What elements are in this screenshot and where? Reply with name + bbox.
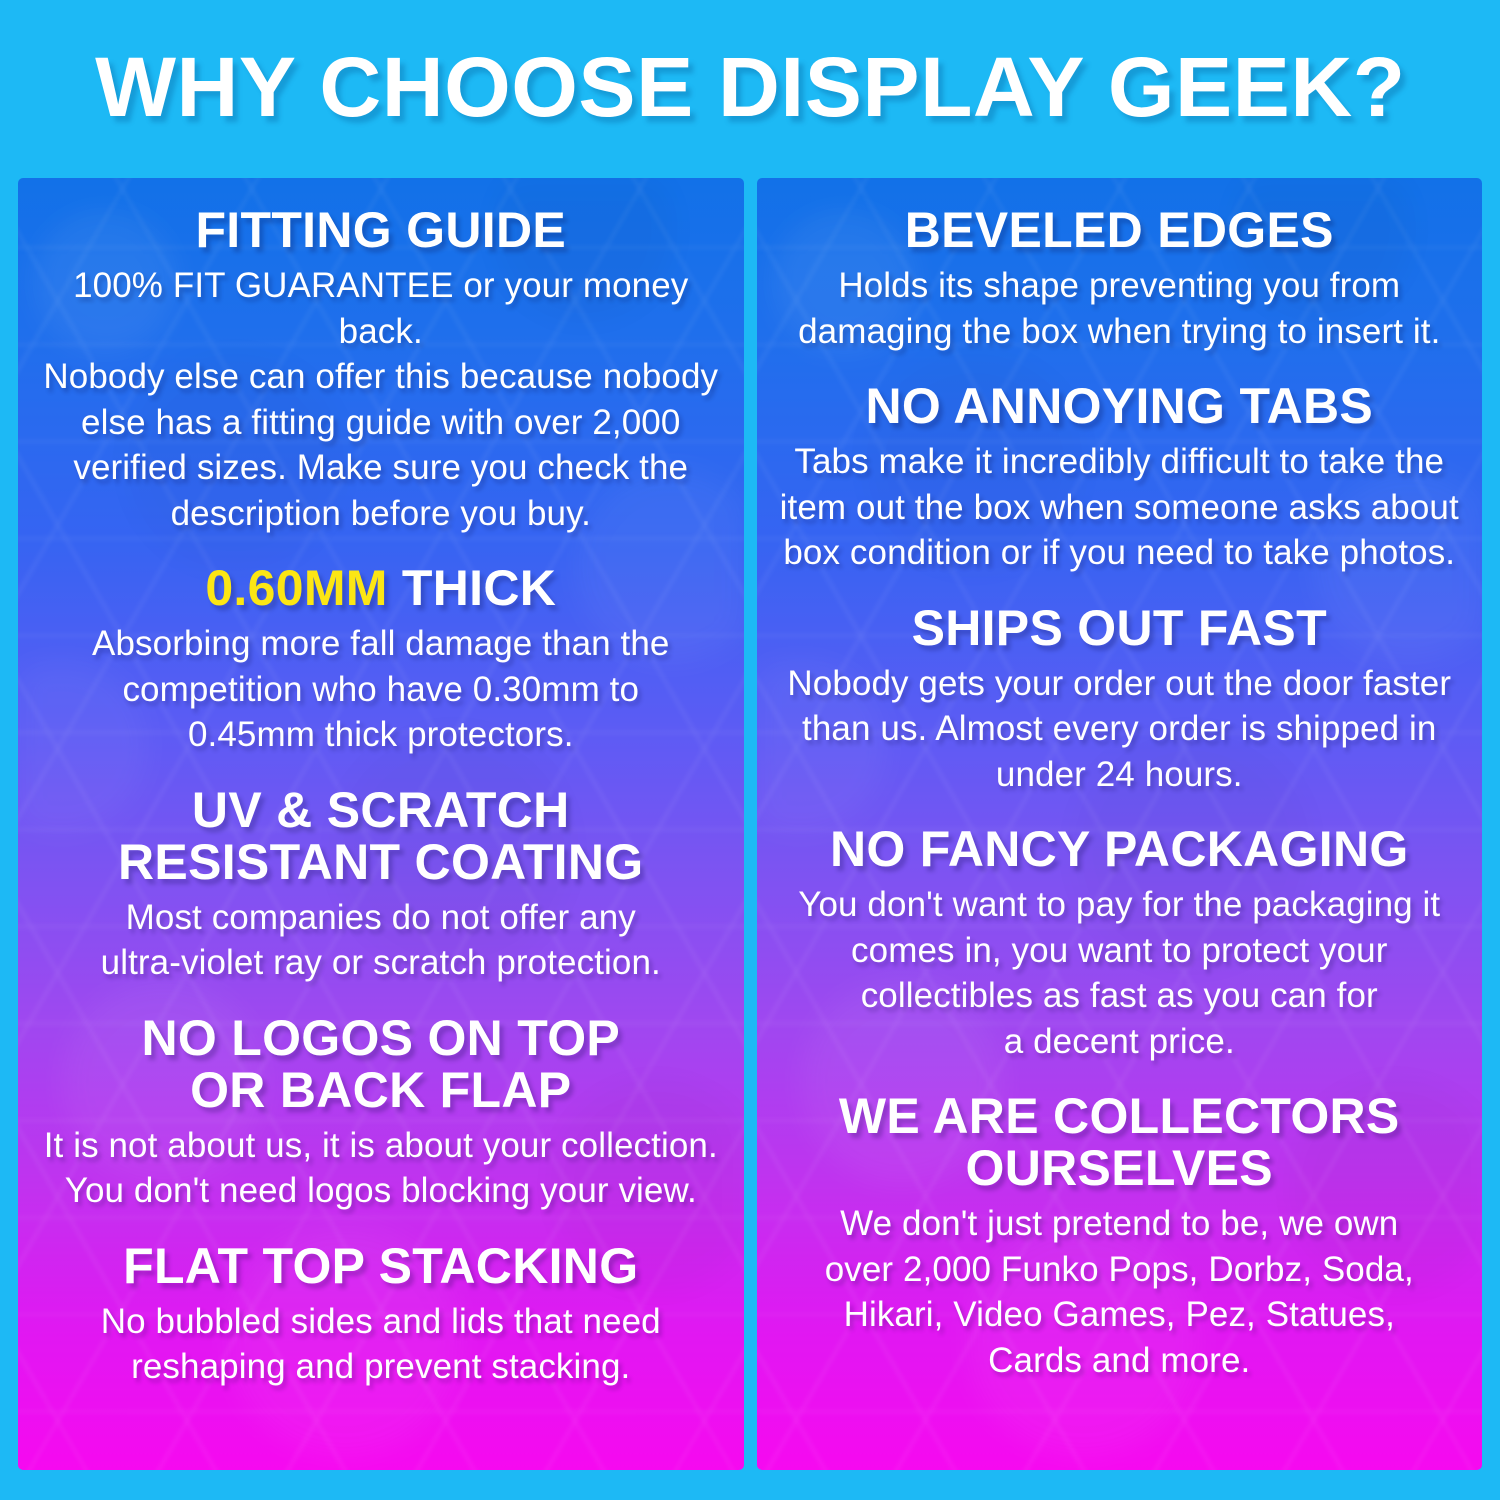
feature-body: It is not about us, it is about your col… xyxy=(43,1125,718,1211)
feature-body: Absorbing more fall damage than the comp… xyxy=(92,624,670,754)
feature-flat-top-stacking: FLAT TOP STACKING No bubbled sides and l… xyxy=(40,1240,722,1390)
feature-we-are-collectors: WE ARE COLLECTORS OURSELVES We don't jus… xyxy=(779,1090,1461,1383)
feature-title: UV & SCRATCH RESISTANT COATING xyxy=(118,781,644,890)
feature-no-annoying-tabs: NO ANNOYING TABS Tabs make it incredibly… xyxy=(779,380,1461,576)
feature-title: 0.60MM THICK xyxy=(40,562,722,614)
feature-columns: FITTING GUIDE 100% FIT GUARANTEE or your… xyxy=(18,178,1482,1470)
thickness-rest: THICK xyxy=(387,560,557,616)
feature-title: WE ARE COLLECTORS OURSELVES xyxy=(838,1088,1400,1196)
feature-body: No bubbled sides and lids that need resh… xyxy=(100,1301,661,1387)
feature-body: Tabs make it incredibly difficult to tak… xyxy=(779,442,1459,572)
feature-body: 100% FIT GUARANTEE or your money back. N… xyxy=(43,266,719,533)
feature-title: BEVELED EDGES xyxy=(904,202,1334,258)
poster-header: WHY CHOOSE DISPLAY GEEK? xyxy=(0,0,1500,178)
feature-title: SHIPS OUT FAST xyxy=(911,599,1327,656)
feature-beveled-edges: BEVELED EDGES Holds its shape preventing… xyxy=(779,204,1461,354)
feature-fitting-guide: FITTING GUIDE 100% FIT GUARANTEE or your… xyxy=(40,204,722,536)
feature-no-fancy-packaging: NO FANCY PACKAGING You don't want to pay… xyxy=(779,823,1461,1064)
feature-panel-left: FITTING GUIDE 100% FIT GUARANTEE or your… xyxy=(18,178,744,1470)
feature-body: Holds its shape preventing you from dama… xyxy=(798,266,1441,351)
left-panel-content: FITTING GUIDE 100% FIT GUARANTEE or your… xyxy=(40,204,722,1440)
feature-title: FLAT TOP STACKING xyxy=(123,1237,639,1294)
feature-thickness: 0.60MM THICK Absorbing more fall damage … xyxy=(40,562,722,758)
feature-panel-right: BEVELED EDGES Holds its shape preventing… xyxy=(756,178,1482,1470)
page-title: WHY CHOOSE DISPLAY GEEK? xyxy=(94,40,1406,134)
feature-title: NO LOGOS ON TOP OR BACK FLAP xyxy=(141,1009,621,1118)
feature-uv-scratch-coating: UV & SCRATCH RESISTANT COATING Most comp… xyxy=(40,784,722,986)
feature-body: Most companies do not offer any ultra-vi… xyxy=(100,897,661,983)
right-panel-content: BEVELED EDGES Holds its shape preventing… xyxy=(779,204,1461,1440)
feature-no-logos: NO LOGOS ON TOP OR BACK FLAP It is not a… xyxy=(40,1012,722,1214)
feature-title: NO ANNOYING TABS xyxy=(865,378,1374,434)
feature-title: NO FANCY PACKAGING xyxy=(829,821,1409,877)
feature-body: You don't want to pay for the packaging … xyxy=(798,885,1441,1061)
feature-ships-out-fast: SHIPS OUT FAST Nobody gets your order ou… xyxy=(779,602,1461,798)
feature-body: We don't just pretend to be, we own over… xyxy=(824,1204,1414,1380)
feature-body: Nobody gets your order out the door fast… xyxy=(787,663,1452,794)
feature-title: FITTING GUIDE xyxy=(195,202,567,258)
thickness-highlight: 0.60MM xyxy=(205,560,388,616)
